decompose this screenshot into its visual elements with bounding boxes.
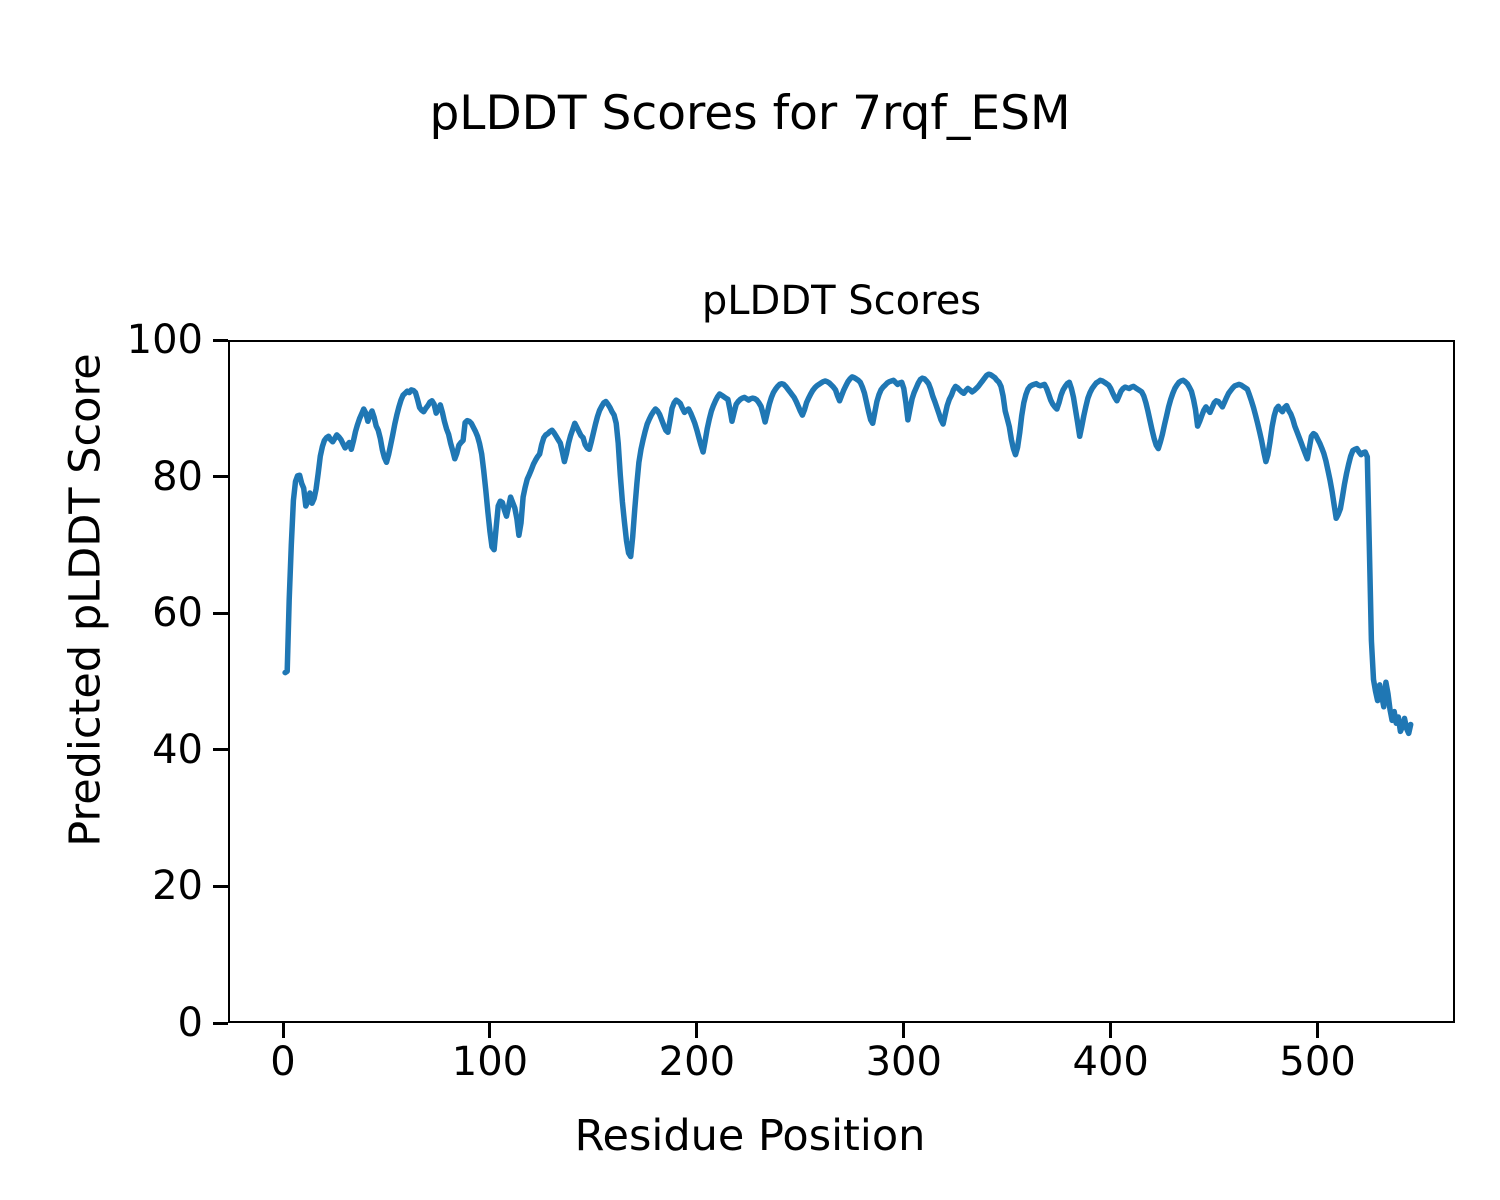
plot-title: pLDDT Scores <box>701 278 982 324</box>
y-tick-label: 40 <box>152 726 203 773</box>
y-tick <box>213 1021 228 1025</box>
plot-area <box>228 340 1455 1023</box>
x-tick-label: 200 <box>658 1039 736 1085</box>
y-tick <box>213 475 228 479</box>
x-tick-label: 0 <box>270 1039 296 1085</box>
x-tick <box>488 1023 492 1038</box>
y-tick-label: 60 <box>152 590 203 637</box>
y-axis-label: Predicted pLDDT Score <box>60 353 111 847</box>
figure-title: pLDDT Scores for 7rqf_ESM <box>429 86 1071 141</box>
y-tick-label: 80 <box>152 453 203 500</box>
y-tick-label: 20 <box>152 863 203 910</box>
y-tick-label: 0 <box>177 1000 203 1046</box>
x-tick-label: 500 <box>1279 1039 1356 1085</box>
x-axis-label: Residue Position <box>574 1111 926 1161</box>
plddt-line-chart <box>282 371 1414 737</box>
y-tick <box>213 748 228 752</box>
y-tick <box>213 338 228 342</box>
x-tick <box>1316 1023 1320 1038</box>
y-tick <box>213 611 228 615</box>
plddt-line <box>282 371 1414 737</box>
x-tick <box>1109 1023 1113 1038</box>
x-tick-label: 300 <box>865 1039 942 1085</box>
y-tick <box>213 884 228 888</box>
y-tick-label: 100 <box>126 317 203 363</box>
x-tick <box>902 1023 906 1038</box>
x-tick <box>281 1023 285 1038</box>
x-tick-label: 400 <box>1072 1039 1149 1085</box>
x-tick <box>695 1023 699 1038</box>
x-tick-label: 100 <box>451 1039 529 1085</box>
